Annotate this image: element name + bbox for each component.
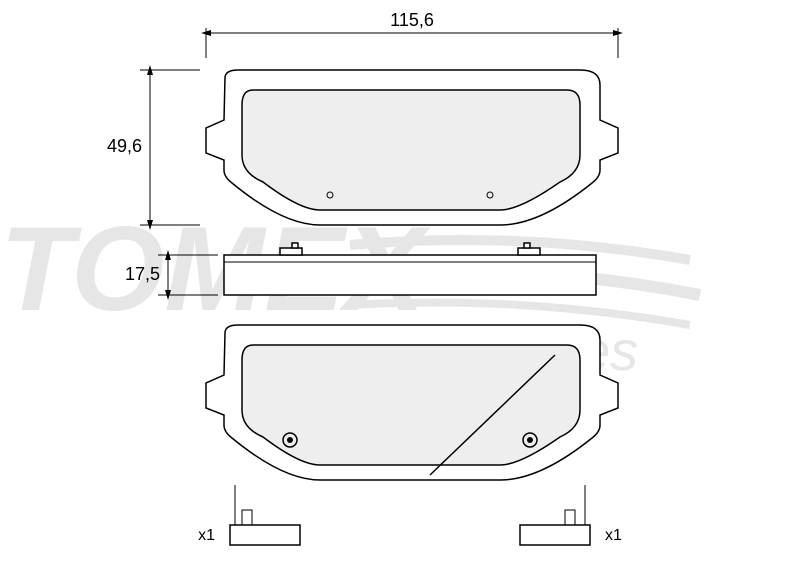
clip-right-count: x1 xyxy=(605,527,622,544)
pad-bottom xyxy=(206,325,618,480)
dim-thick-label: 17,5 xyxy=(125,264,160,284)
pad-top xyxy=(206,70,618,225)
dim-height-label: 49,6 xyxy=(107,136,142,156)
clips: x1 x1 xyxy=(198,485,622,545)
brake-pad-diagram: TOMEX brakes 115,6 49,6 xyxy=(0,0,786,574)
dim-width-label: 115,6 xyxy=(390,10,434,30)
clip-left-count: x1 xyxy=(198,527,215,544)
dim-width: 115,6 xyxy=(206,10,618,58)
